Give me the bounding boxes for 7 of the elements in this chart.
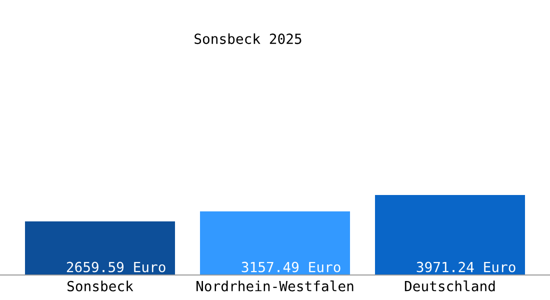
x-tick-label: Deutschland: [404, 280, 495, 292]
data-label: 3157.49 Euro: [242, 262, 340, 272]
x-tick-label: Nordrhein-Westfalen: [196, 280, 354, 292]
chart-title: Sonsbeck 2025: [194, 33, 302, 44]
data-label: 3971.24 Euro: [416, 262, 516, 272]
x-tick-label: Sonsbeck: [67, 280, 134, 292]
data-label: 2659.59 Euro: [66, 262, 166, 272]
